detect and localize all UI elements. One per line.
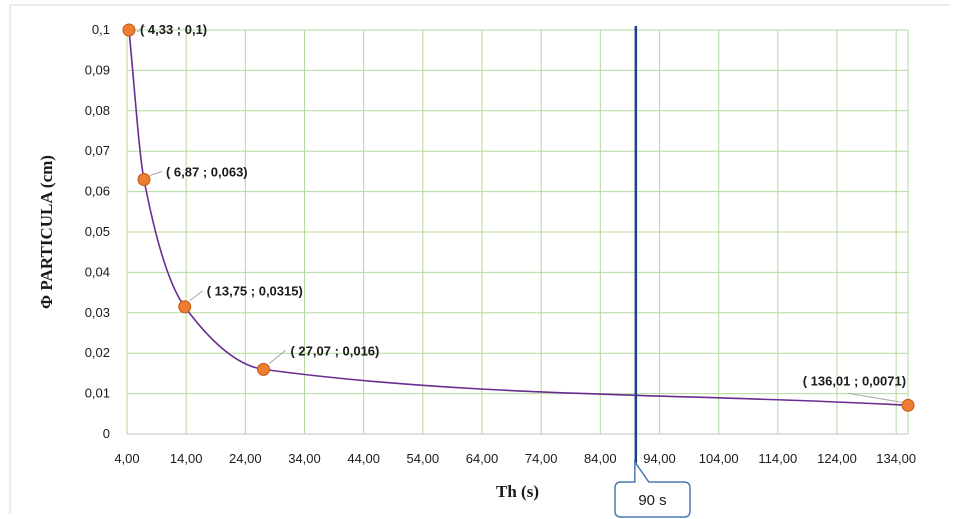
y-tick-label: 0,05: [85, 224, 110, 239]
data-point: [256, 362, 270, 376]
data-point: [137, 172, 151, 186]
x-tick-label: 104,00: [699, 451, 739, 466]
data-label-leader: [149, 171, 163, 176]
data-labels: ( 4,33 ; 0,1) ( 6,87 ; 0,063) ( 13,75 ; 0,…: [136, 22, 906, 403]
x-tick-label: 124,00: [817, 451, 857, 466]
data-point: [178, 300, 192, 314]
x-tick-label: 4,00: [114, 451, 139, 466]
y-tick-label: 0,1: [92, 22, 110, 37]
y-tick-label: 0,03: [85, 305, 110, 320]
data-label: ( 4,33 ; 0,1): [140, 22, 207, 37]
data-point: [122, 23, 136, 37]
x-axis-title: Th (s): [496, 482, 539, 501]
y-tick-label: 0,09: [85, 62, 110, 77]
series-curve: [128, 29, 909, 407]
y-tick-label: 0,04: [85, 264, 110, 279]
x-tick-label: 14,00: [170, 451, 203, 466]
x-tick-label: 44,00: [347, 451, 380, 466]
y-tick-label: 0,07: [85, 143, 110, 158]
x-tick-label: 134,00: [876, 451, 916, 466]
data-point: [901, 398, 915, 412]
reference-callout-label: 90 s: [638, 492, 666, 509]
y-tick-label: 0: [103, 426, 110, 441]
data-label: ( 136,01 ; 0,0071): [803, 373, 906, 388]
x-tick-label: 24,00: [229, 451, 262, 466]
fitted-curve: [128, 29, 909, 407]
data-label: ( 13,75 ; 0,0315): [207, 284, 303, 299]
x-tick-label: 84,00: [584, 451, 617, 466]
reference-line-group: 90 s: [614, 26, 691, 518]
x-tick-label: 94,00: [643, 451, 676, 466]
tick-labels: 0 0,01 0,02 0,03 0,04 0,05 0,06 0,07 0,08 0,09 0,1…: [85, 22, 916, 466]
reference-callout-box: [614, 459, 691, 518]
data-markers: [122, 23, 915, 412]
y-tick-label: 0,08: [85, 103, 110, 118]
data-label-leader: [847, 392, 903, 403]
grid: [126, 29, 909, 435]
x-tick-label: 34,00: [288, 451, 321, 466]
y-axis-title: Φ PARTICULA (cm): [37, 155, 56, 309]
x-tick-label: 114,00: [758, 451, 797, 466]
x-tick-label: 74,00: [525, 451, 558, 466]
y-tick-label: 0,02: [85, 345, 110, 360]
data-label-leader: [189, 290, 203, 302]
y-tick-label: 0,01: [85, 386, 110, 401]
data-label: ( 6,87 ; 0,063): [166, 164, 248, 179]
x-tick-label: 64,00: [466, 451, 499, 466]
x-tick-label: 54,00: [407, 451, 440, 466]
data-label: ( 27,07 ; 0,016): [290, 343, 379, 358]
data-label-leader: [269, 349, 286, 364]
data-label-leader: [136, 25, 146, 33]
y-tick-label: 0,06: [85, 184, 110, 199]
